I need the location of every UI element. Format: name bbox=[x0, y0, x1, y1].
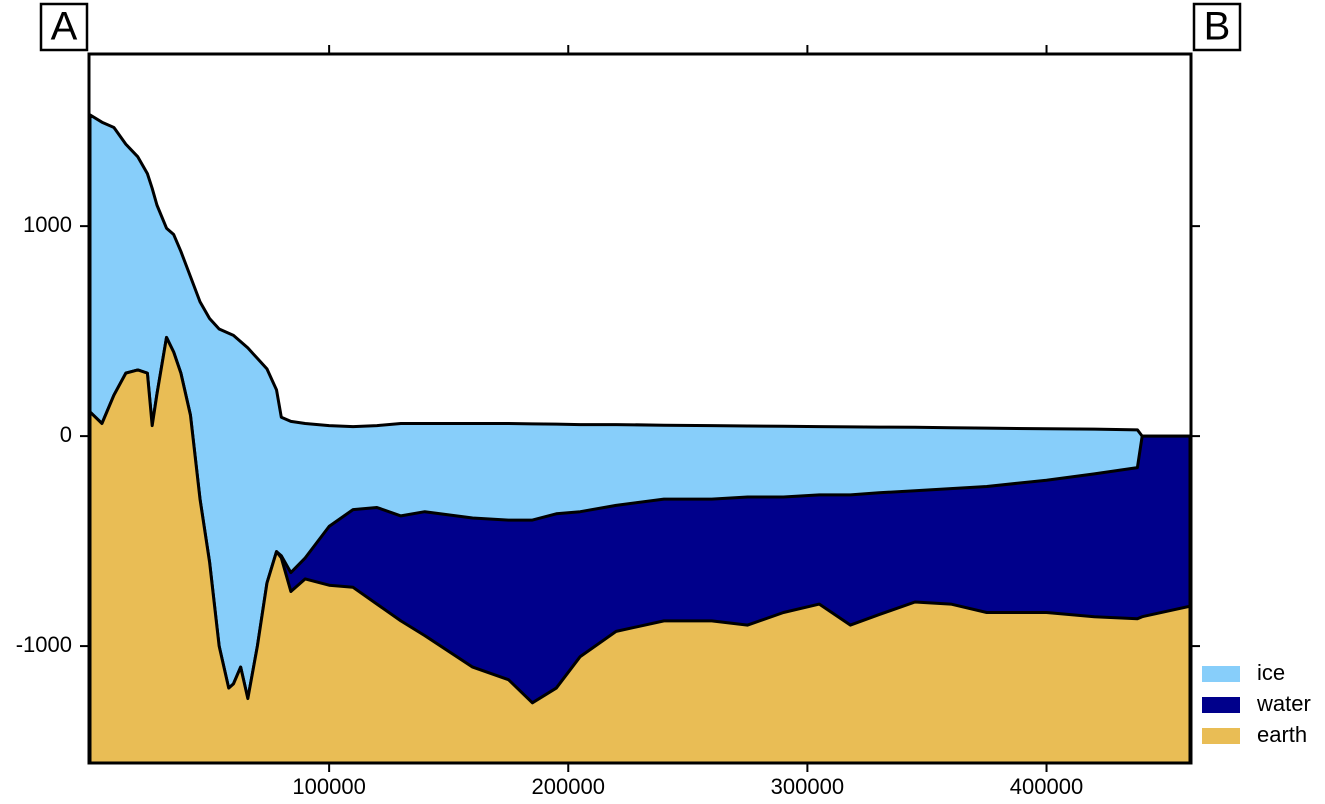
label-box bbox=[1192, 2, 1242, 52]
legend-label: ice bbox=[1257, 660, 1285, 685]
plot-area bbox=[90, 113, 1190, 762]
legend-swatch bbox=[1202, 666, 1240, 682]
legend-label: water bbox=[1256, 691, 1311, 716]
x-tick-label: 100000 bbox=[292, 774, 365, 799]
x-tick-label: 200000 bbox=[532, 774, 605, 799]
section-label: A bbox=[51, 5, 78, 49]
frame bbox=[87, 52, 1193, 765]
y-tick-label: -1000 bbox=[16, 632, 72, 657]
area bbox=[90, 335, 1190, 762]
legend-swatch bbox=[1202, 728, 1240, 744]
x-tick-label: 300000 bbox=[771, 774, 844, 799]
legend-label: earth bbox=[1257, 722, 1307, 747]
section-label: B bbox=[1204, 5, 1231, 49]
label-box bbox=[39, 2, 89, 52]
legend-swatch bbox=[1202, 697, 1240, 713]
y-tick-label: 1000 bbox=[23, 212, 72, 237]
x-tick-label: 400000 bbox=[1010, 774, 1083, 799]
y-tick-label: 0 bbox=[60, 422, 72, 447]
